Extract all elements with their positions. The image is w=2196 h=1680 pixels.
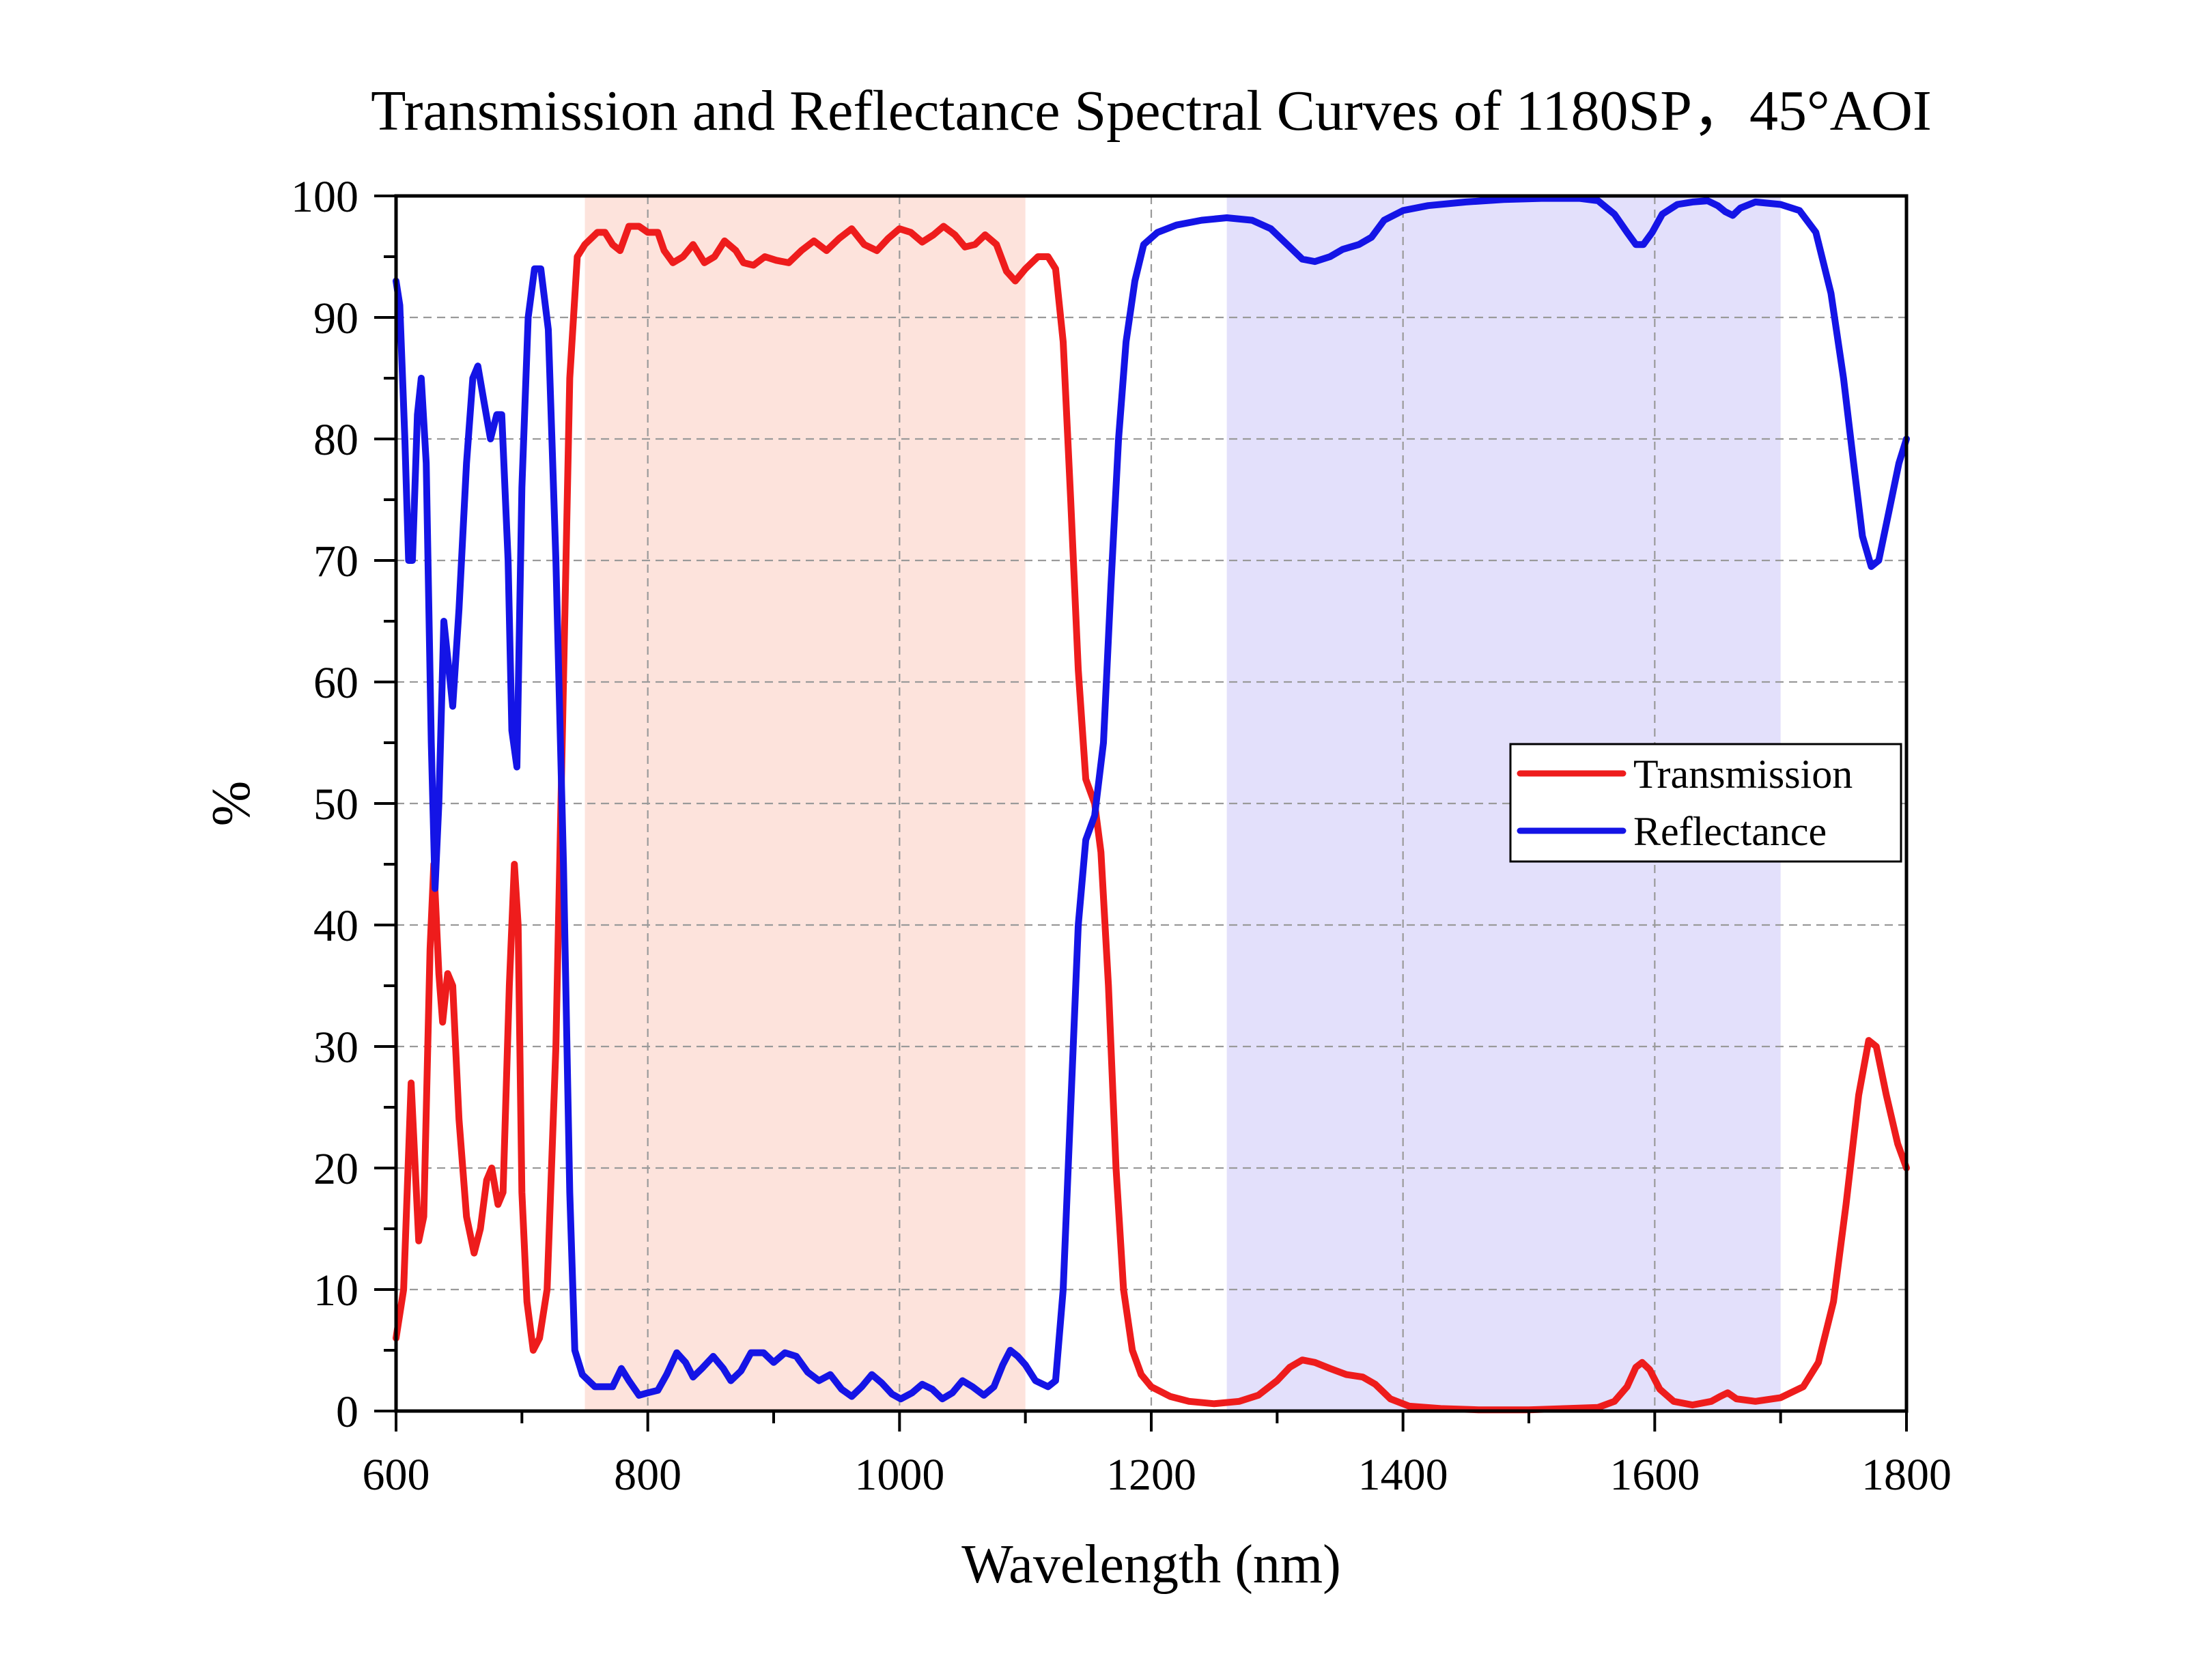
- y-axis-label: %: [201, 781, 262, 827]
- legend: Transmission Reflectance: [1509, 743, 1902, 863]
- y-tick-label-90: 90: [313, 294, 358, 343]
- series-line-reflectance: [393, 195, 1910, 1403]
- legend-label-reflectance: Reflectance: [1633, 809, 1827, 854]
- y-tick-label-80: 80: [313, 415, 358, 465]
- x-axis-label: Wavelength (nm): [961, 1535, 1341, 1595]
- series-line-transmission: [393, 223, 1910, 1414]
- y-tick-label-50: 50: [313, 780, 358, 829]
- x-tick-label-1200: 1200: [1106, 1450, 1196, 1500]
- y-tick-label-100: 100: [291, 172, 358, 222]
- x-tick-label-1400: 1400: [1358, 1450, 1448, 1500]
- y-tick-label-60: 60: [313, 658, 358, 708]
- x-tick-label-1800: 1800: [1861, 1450, 1952, 1500]
- legend-box: [1509, 743, 1902, 863]
- y-tick-label-0: 0: [336, 1387, 358, 1437]
- y-tick-label-30: 30: [313, 1023, 358, 1072]
- axis-ticks: 600 800 1000 1200 1400 1600 1800 0 10 20 30 40 50 60 7…: [291, 172, 1952, 1500]
- y-tick-label-40: 40: [313, 901, 358, 951]
- x-tick-label-1000: 1000: [854, 1450, 944, 1500]
- y-tick-label-10: 10: [313, 1266, 358, 1315]
- series-lines: [393, 195, 1910, 1414]
- y-tick-label-70: 70: [313, 537, 358, 586]
- x-tick-label-1600: 1600: [1609, 1450, 1700, 1500]
- grid-lines: [396, 196, 1906, 1411]
- y-tick-label-20: 20: [313, 1144, 358, 1194]
- x-tick-label-800: 800: [614, 1450, 681, 1500]
- x-tick-label-600: 600: [363, 1450, 430, 1500]
- legend-label-transmission: Transmission: [1633, 752, 1853, 797]
- chart-title: Transmission and Reflectance Spectral Cu…: [371, 79, 1932, 143]
